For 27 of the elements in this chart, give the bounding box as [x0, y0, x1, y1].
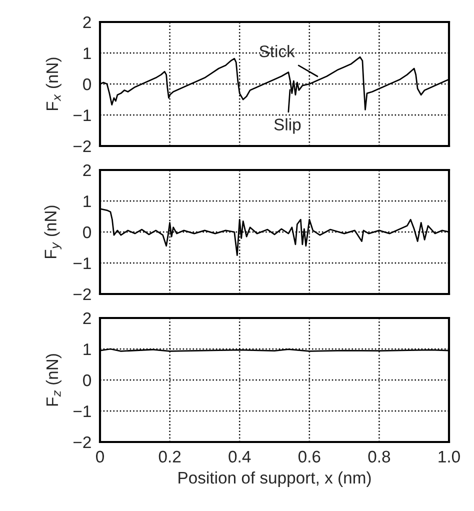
x-tick-label: 0.8 [368, 450, 390, 463]
y-tick-label: 0 [83, 226, 92, 238]
y-tick-label: −1 [73, 258, 91, 270]
x-axis-title: Position of support, x (nm) [178, 471, 371, 487]
y-tick-label: 0 [83, 78, 92, 90]
y-tick-label: −2 [73, 140, 91, 152]
y-tick-label: 0 [83, 374, 92, 386]
x-tick-label: 1.0 [438, 450, 460, 463]
y-tick-label: 1 [84, 48, 91, 60]
y-tick-label: 1 [84, 344, 91, 356]
y-tick-label: 2 [83, 164, 91, 176]
y-tick-label: 1 [84, 196, 91, 208]
x-tick-label: 0 [96, 450, 104, 463]
y-tick-label: −2 [73, 288, 91, 300]
y-axis-title: F$_{z}$ (nN) [46, 354, 62, 406]
y-axis-title: F$_{x}$ (nN) [46, 58, 62, 110]
y-tick-label: −1 [73, 406, 91, 418]
annotation: Stick [260, 45, 295, 58]
x-tick-label: 0.2 [158, 450, 181, 463]
y-tick-label: −2 [73, 436, 91, 448]
y-tick-label: −1 [73, 110, 91, 122]
y-tick-label: 2 [83, 16, 91, 28]
annotation: Slip [274, 118, 301, 134]
x-tick-label: 0.4 [228, 450, 251, 463]
x-tick-label: 0.6 [298, 450, 320, 463]
y-tick-label: 2 [83, 312, 91, 324]
y-axis-title: F$_{y}$ (nN) [44, 206, 62, 258]
